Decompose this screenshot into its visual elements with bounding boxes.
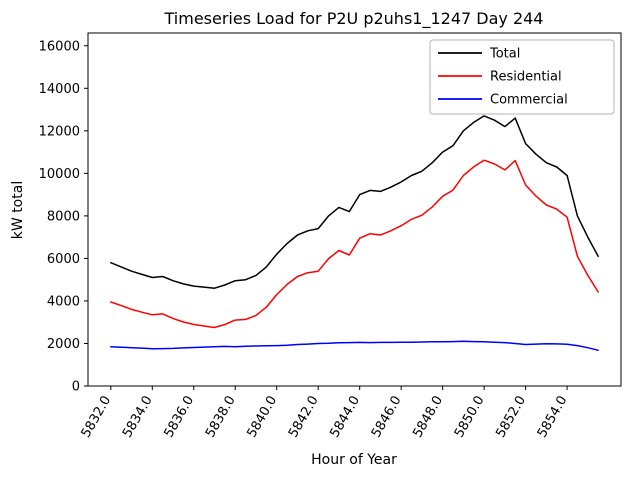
- x-tick-label: 5836.0: [161, 394, 197, 441]
- chart-title: Timeseries Load for P2U p2uhs1_1247 Day …: [164, 9, 544, 29]
- x-tick-label: 5840.0: [244, 394, 280, 441]
- y-tick-label: 4000: [47, 294, 80, 309]
- x-tick-label: 5852.0: [493, 394, 529, 441]
- legend-label: Residential: [490, 70, 562, 85]
- y-tick-label: 0: [72, 380, 80, 395]
- x-tick-label: 5842.0: [286, 394, 322, 441]
- x-tick-label: 5834.0: [120, 394, 156, 441]
- series-group: [110, 115, 599, 352]
- y-tick-label: 10000: [39, 167, 80, 182]
- x-tick-label: 5846.0: [369, 394, 405, 441]
- series-residential-line: [110, 159, 599, 329]
- axes-box: [87, 32, 622, 387]
- series-total-line: [110, 115, 599, 289]
- y-tick-label: 6000: [47, 252, 80, 267]
- legend-label: Total: [489, 47, 520, 62]
- legend-item-residential: Residential: [438, 70, 562, 85]
- x-tick-label: 5844.0: [327, 394, 363, 441]
- x-tick-label: 5848.0: [410, 394, 446, 441]
- x-tick-label: 5838.0: [203, 394, 239, 441]
- x-axis-label: Hour of Year: [311, 452, 397, 468]
- y-tick-label: 12000: [39, 124, 80, 139]
- y-tick-label: 14000: [39, 82, 80, 97]
- x-axis-ticks: 5832.0 5834.0 5836.0 5838.0 5840.0 5842.0 5844…: [79, 386, 571, 440]
- y-axis-ticks: 0 2000 4000 6000 8000 10000 12000 14000 16000: [39, 39, 88, 395]
- y-axis-label: kW total: [10, 181, 26, 239]
- y-tick-label: 8000: [47, 209, 80, 224]
- x-tick-label: 5832.0: [79, 394, 115, 441]
- legend-box: [429, 39, 615, 115]
- legend-label: Commercial: [490, 93, 568, 108]
- y-tick-label: 16000: [39, 39, 80, 54]
- x-tick-label: 5850.0: [452, 393, 488, 440]
- x-tick-label: 5854.0: [535, 394, 571, 441]
- series-commercial-line: [110, 340, 599, 352]
- y-tick-label: 2000: [47, 337, 80, 352]
- legend-item-commercial: Commercial: [438, 93, 568, 108]
- legend-item-total: Total: [438, 47, 520, 62]
- legend: Total Residential Commercial: [429, 39, 615, 115]
